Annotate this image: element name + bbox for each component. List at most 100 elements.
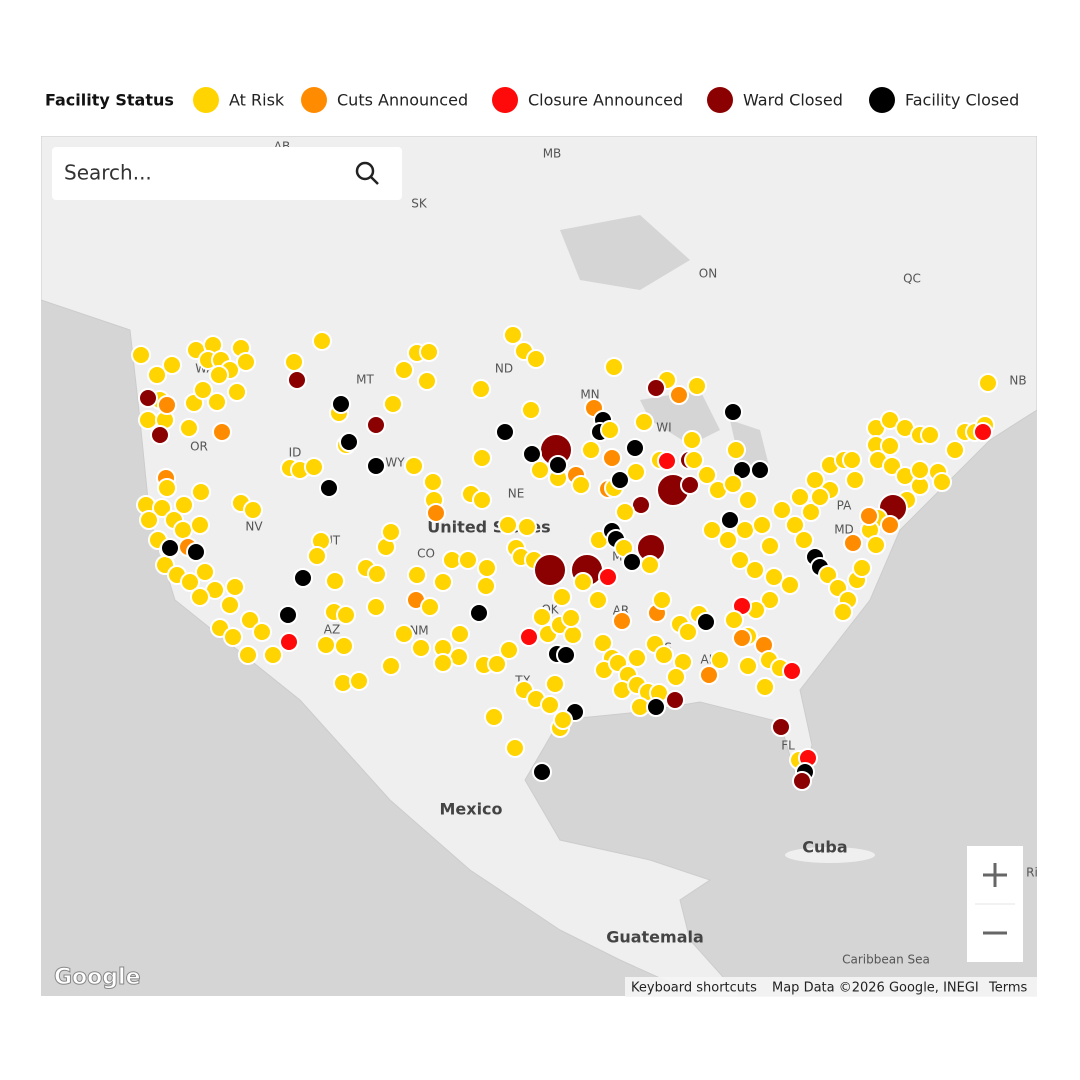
facility-marker[interactable]: [476, 576, 496, 596]
facility-marker[interactable]: [179, 418, 199, 438]
facility-marker[interactable]: [162, 355, 182, 375]
facility-marker[interactable]: [147, 365, 167, 385]
facility-marker[interactable]: [319, 478, 339, 498]
facility-marker[interactable]: [552, 587, 572, 607]
facility-marker[interactable]: [646, 697, 666, 717]
facility-marker[interactable]: [499, 640, 519, 660]
facility-marker[interactable]: [723, 474, 743, 494]
facility-marker[interactable]: [760, 590, 780, 610]
facility-marker[interactable]: [669, 385, 689, 405]
facility-marker[interactable]: [157, 478, 177, 498]
facility-marker[interactable]: [760, 536, 780, 556]
search-box[interactable]: [52, 147, 402, 200]
facility-marker[interactable]: [556, 645, 576, 665]
facility-marker[interactable]: [366, 456, 386, 476]
facility-marker[interactable]: [640, 555, 660, 575]
facility-marker[interactable]: [627, 648, 647, 668]
facility-marker[interactable]: [472, 448, 492, 468]
facility-marker[interactable]: [138, 388, 158, 408]
facility-marker[interactable]: [477, 558, 497, 578]
facility-marker[interactable]: [316, 635, 336, 655]
facility-marker[interactable]: [750, 460, 770, 480]
facility-marker[interactable]: [654, 645, 674, 665]
facility-marker[interactable]: [394, 360, 414, 380]
facility-marker[interactable]: [720, 510, 740, 530]
facility-marker[interactable]: [588, 590, 608, 610]
facility-marker[interactable]: [139, 510, 159, 530]
facility-marker[interactable]: [598, 567, 618, 587]
facility-marker[interactable]: [563, 625, 583, 645]
facility-marker[interactable]: [411, 638, 431, 658]
keyboard-shortcuts[interactable]: Keyboard shortcuts: [631, 981, 757, 996]
facility-marker[interactable]: [433, 653, 453, 673]
facility-marker[interactable]: [571, 475, 591, 495]
facility-marker[interactable]: [718, 530, 738, 550]
facility-marker[interactable]: [945, 440, 965, 460]
facility-marker[interactable]: [622, 552, 642, 572]
facility-marker[interactable]: [160, 538, 180, 558]
facility-marker[interactable]: [207, 392, 227, 412]
facility-marker[interactable]: [287, 370, 307, 390]
facility-marker[interactable]: [381, 656, 401, 676]
facility-marker[interactable]: [684, 450, 704, 470]
facility-marker[interactable]: [833, 602, 853, 622]
facility-marker[interactable]: [450, 624, 470, 644]
facility-marker[interactable]: [602, 448, 622, 468]
facility-marker[interactable]: [794, 530, 814, 550]
facility-marker[interactable]: [843, 533, 863, 553]
facility-marker[interactable]: [932, 472, 952, 492]
facility-marker[interactable]: [495, 422, 515, 442]
facility-marker[interactable]: [780, 575, 800, 595]
facility-marker[interactable]: [212, 422, 232, 442]
facility-marker[interactable]: [581, 440, 601, 460]
facility-marker[interactable]: [366, 415, 386, 435]
facility-marker[interactable]: [521, 400, 541, 420]
facility-marker[interactable]: [738, 490, 758, 510]
facility-marker[interactable]: [193, 380, 213, 400]
facility-marker[interactable]: [548, 455, 568, 475]
facility-marker[interactable]: [227, 382, 247, 402]
facility-marker[interactable]: [532, 762, 552, 782]
facility-marker[interactable]: [503, 325, 523, 345]
facility-marker[interactable]: [697, 465, 717, 485]
facility-marker[interactable]: [687, 376, 707, 396]
facility-marker[interactable]: [381, 522, 401, 542]
facility-marker[interactable]: [484, 707, 504, 727]
facility-marker[interactable]: [615, 502, 635, 522]
facility-marker[interactable]: [519, 627, 539, 647]
facility-marker[interactable]: [517, 517, 537, 537]
facility-marker[interactable]: [634, 412, 654, 432]
facility-marker[interactable]: [723, 402, 743, 422]
facility-marker[interactable]: [665, 690, 685, 710]
facility-marker[interactable]: [407, 565, 427, 585]
facility-marker[interactable]: [423, 472, 443, 492]
facility-marker[interactable]: [978, 373, 998, 393]
facility-marker[interactable]: [973, 422, 993, 442]
facility-marker[interactable]: [782, 661, 802, 681]
facility-marker[interactable]: [730, 550, 750, 570]
facility-marker[interactable]: [532, 607, 552, 627]
facility-marker[interactable]: [157, 395, 177, 415]
facility-marker[interactable]: [678, 622, 698, 642]
facility-marker[interactable]: [417, 371, 437, 391]
facility-marker[interactable]: [331, 394, 351, 414]
facility-marker[interactable]: [810, 487, 830, 507]
facility-marker[interactable]: [652, 590, 672, 610]
facility-marker[interactable]: [367, 564, 387, 584]
facility-marker[interactable]: [426, 503, 446, 523]
facility-marker[interactable]: [334, 636, 354, 656]
facility-marker[interactable]: [209, 365, 229, 385]
facility-marker[interactable]: [420, 597, 440, 617]
facility-marker[interactable]: [845, 470, 865, 490]
facility-marker[interactable]: [190, 587, 210, 607]
facility-marker[interactable]: [433, 572, 453, 592]
facility-marker[interactable]: [505, 738, 525, 758]
facility-marker[interactable]: [755, 677, 775, 697]
facility-marker[interactable]: [764, 567, 784, 587]
facility-marker[interactable]: [790, 487, 810, 507]
facility-marker[interactable]: [293, 568, 313, 588]
facility-marker[interactable]: [545, 674, 565, 694]
facility-marker[interactable]: [236, 352, 256, 372]
facility-marker[interactable]: [336, 605, 356, 625]
facility-marker[interactable]: [349, 671, 369, 691]
